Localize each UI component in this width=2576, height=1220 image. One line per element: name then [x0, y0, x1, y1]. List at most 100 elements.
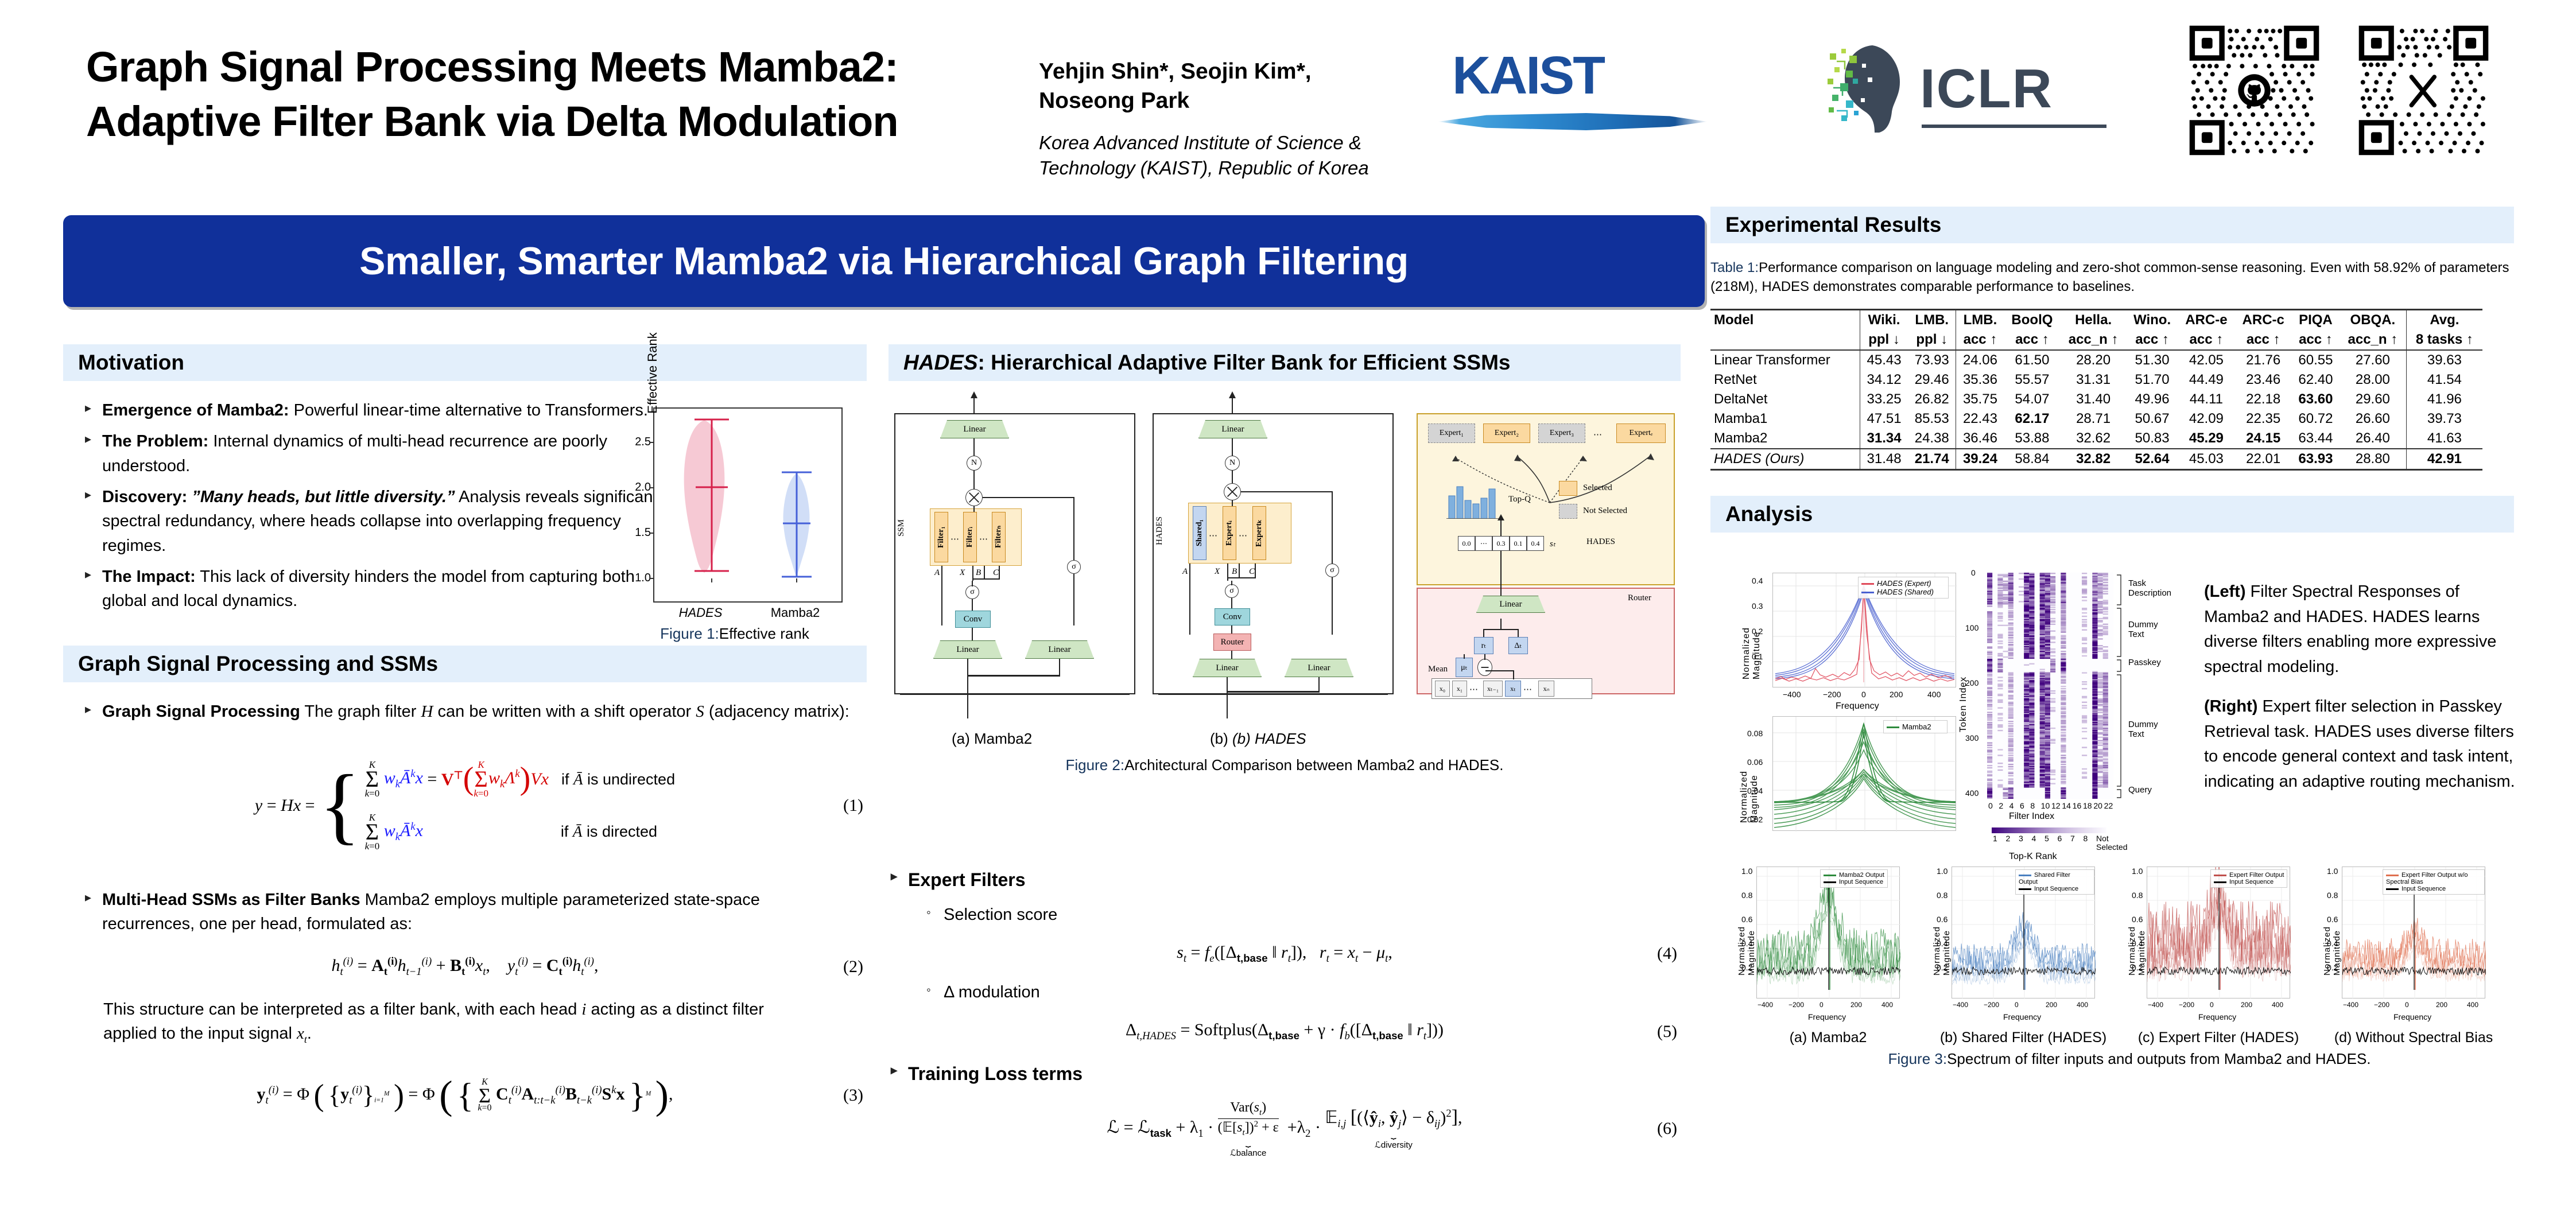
results-table-body: Linear Transformer 45.43 73.93 24.06 61.50 28…: [1710, 349, 2482, 471]
analysis-top-xtick-m400: −400: [1783, 690, 1801, 699]
analysis-bot-ytick-002: 0.02: [1747, 815, 1763, 824]
table-cell-value: 27.60: [2339, 349, 2407, 371]
table-cell-value: 42.05: [2178, 349, 2235, 371]
col-subheader-arce: acc ↑: [2189, 332, 2224, 348]
figure-3-ytick: 0.2: [1937, 963, 1948, 972]
legend-label: Expert Filter Output w/o Spectral Bias: [2386, 872, 2468, 885]
figure-3-ytick: 0.2: [2327, 963, 2338, 972]
qr-code-github[interactable]: [2187, 23, 2322, 158]
gsp-heading-label: Graph Signal Processing and SSMs: [78, 651, 439, 675]
hades-linear-right: Linear: [1285, 659, 1353, 677]
filter-ellipsis-2: ⋯: [979, 535, 988, 544]
loss-balance-label: ℒbalance: [1230, 1148, 1267, 1158]
expert-3-chip: Expert₃: [1538, 423, 1585, 443]
colorbar-tick: 8: [2083, 834, 2088, 843]
heatmap-xtick: 8: [2030, 801, 2035, 810]
table-cell-value: 61.50: [2004, 349, 2061, 371]
figure-3-xtick: 200: [2436, 1001, 2448, 1009]
figure-3-ytick: 0.6: [2132, 915, 2143, 924]
figure-3-ytick: 0.8: [2327, 891, 2338, 900]
router-panel-label: Router: [1628, 593, 1651, 603]
expert-filter-i: Expertᵢ: [1223, 506, 1236, 560]
table-row: Mamba2 31.34 24.38 36.46 53.88 32.62 50.83 45.2…: [1710, 429, 2482, 449]
legend-label: Shared Filter Output: [2019, 872, 2070, 885]
figure-1-caption-label: Figure 1:: [660, 625, 719, 642]
bullet-body: This lack of diversity hinders the model…: [102, 567, 635, 611]
legend-entry-mamba2: Mamba2: [1887, 722, 1944, 731]
heatmap-xtick: 10: [2040, 801, 2050, 810]
expert-1-chip: Expert₁: [1428, 423, 1475, 443]
motivation-heading-label: Motivation: [78, 351, 184, 374]
heatmap-colorbar-label: Top-K Rank: [2009, 852, 2057, 861]
affiliation: Korea Advanced Institute of Science & Te…: [1039, 130, 1395, 180]
table-cell-model: HADES (Ours): [1710, 448, 1860, 471]
col-header-wiki: Wiki.: [1859, 309, 1908, 331]
figure-3-panel-2: Shared Filter Output Input Sequence: [1952, 867, 2096, 999]
figure-3-caption-text: Spectrum of filter inputs and outputs fr…: [1947, 1050, 2371, 1067]
heatmap-ytick-400: 400: [1965, 788, 1979, 798]
hades-linear-left: Linear: [1193, 659, 1262, 677]
figure-1-xticks: HADES Mamba2: [653, 603, 843, 620]
results-table: Model Wiki. LMB. LMB. BoolQ Hella. Wino.…: [1710, 309, 2482, 471]
table-cell-value: 62.17: [2015, 411, 2050, 427]
figure-3-legend-1: Mamba2 Output Input Sequence: [1820, 869, 1888, 888]
figure-3-caption-label: Figure 3:: [1888, 1050, 1947, 1067]
list-item: Δ modulation: [924, 980, 1681, 1005]
table-cell-value: 60.55: [2291, 349, 2340, 371]
table-cell-value: 39.63: [2406, 349, 2482, 371]
analysis-top-ytick-01: 0.1: [1752, 652, 1763, 661]
topq-bar-chart: [1446, 486, 1500, 519]
annotation-left-lead: (Left): [2204, 582, 2246, 601]
bullet-body: Internal dynamics of multi-head recurren…: [102, 432, 608, 475]
figure-3-xtick: −400: [1953, 1001, 1969, 1009]
figure-1-plot-area: Effective Rank 2.5 2.0 1.5 1.0: [635, 332, 843, 603]
arrow-up-icon: [1498, 514, 1504, 520]
bullet-body: Powerful linear-time alternative to Tran…: [289, 401, 648, 419]
heatmap-xtick: 2: [1999, 801, 2004, 810]
github-icon: [2238, 74, 2271, 107]
figure-3-legend-2: Shared Filter Output Input Sequence: [2015, 869, 2094, 895]
col-subheader-lmb-acc: acc ↑: [1956, 330, 2004, 351]
analysis-bot-ytick-008: 0.08: [1747, 729, 1763, 738]
figure-3-ytick: 0.6: [1741, 915, 1753, 924]
legend-entry: Input Sequence: [2214, 879, 2284, 885]
col-header-lmb-acc: LMB.: [1956, 309, 2004, 331]
token-x0: x₀: [1435, 681, 1450, 697]
heatmap-svg: [1987, 573, 2113, 799]
list-item: The Impact: This lack of diversity hinde…: [83, 565, 668, 613]
table-1-caption-text: Performance comparison on language model…: [1710, 260, 2509, 295]
author-names: Yehjin Shin*, Seojin Kim*, Noseong Park: [1039, 57, 1395, 115]
table-cell-value: 23.46: [2246, 372, 2281, 388]
figure-3-ytick: 0.6: [1937, 915, 1948, 924]
legend-label: Expert Filter Output: [2229, 872, 2284, 879]
bullet-lead: Emergence of Mamba2:: [102, 401, 289, 419]
heatmap-xticks: 0 2 4 6 8 10 12 14 16 18 20 22: [1987, 801, 2113, 810]
figure-2-caption-label: Figure 2:: [1065, 756, 1125, 774]
expert-filters-section: Expert Filters Selection score st = fe([…: [889, 849, 1681, 1171]
hades-filter-ellipsis-1: ⋯: [1209, 531, 1217, 541]
score-cell-3: 0.1: [1510, 536, 1527, 551]
analysis-plot-top-xlabel: Frequency: [1836, 701, 1879, 711]
figure-3-xtick: 400: [2272, 1001, 2284, 1009]
col-subheader-wino: acc ↑: [2135, 332, 2169, 348]
legend-label: Input Sequence: [2034, 885, 2079, 892]
table-cell-value: 42.91: [2406, 448, 2482, 471]
figure-3-xtick: 400: [2077, 1001, 2089, 1009]
table-row: RetNet 34.12 29.46 35.36 55.57 31.31 51.70 44.4…: [1710, 370, 2482, 390]
figure-3-xtick: 400: [2467, 1001, 2479, 1009]
table-cell-value: 42.09: [2189, 411, 2224, 427]
table-cell-value: 44.49: [2189, 372, 2224, 388]
mean-label: Mean: [1428, 665, 1448, 674]
qr-code-x-twitter[interactable]: [2356, 23, 2491, 158]
bullet-body-pre: The graph filter: [300, 702, 421, 721]
figure-3-xtick: −200: [1984, 1001, 2000, 1009]
col-header-model: Model: [1710, 309, 1860, 331]
col-header-piqa: PIQA: [2291, 309, 2340, 331]
signal-C: C: [993, 568, 999, 577]
annotation-left-body: Filter Spectral Responses of Mamba2 and …: [2204, 582, 2497, 676]
expert-filters-heading: Expert Filters: [908, 869, 1026, 890]
col-header-hella: Hella.: [2060, 309, 2127, 331]
shared-filter-1: Shared₁: [1193, 506, 1206, 560]
figure-3-xlabel: Frequency: [1808, 1012, 1846, 1021]
